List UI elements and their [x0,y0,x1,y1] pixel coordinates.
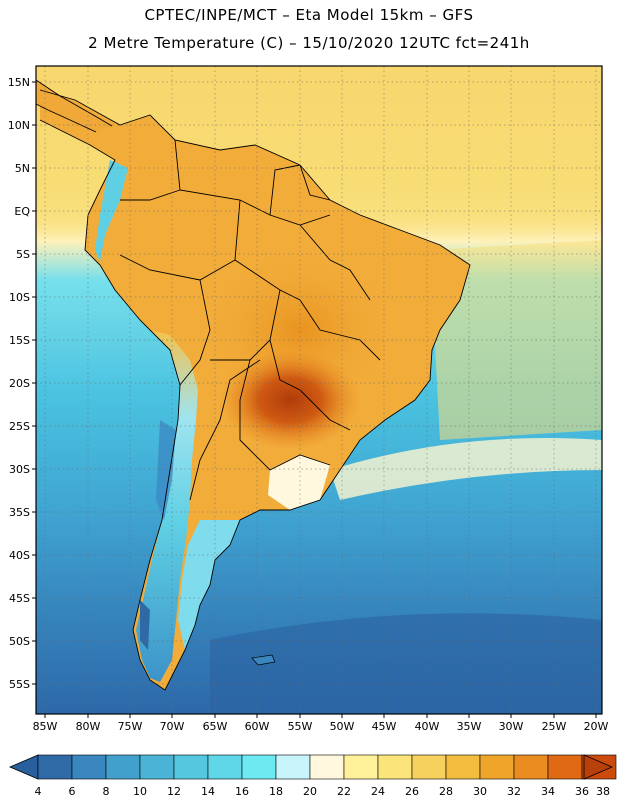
lon-label: 65W [203,720,228,733]
lat-label: 20S [9,377,30,390]
lon-ticks [44,714,597,718]
colorbar-cell [479,754,515,780]
colorbar-label: 30 [473,785,487,798]
colorbar-label: 14 [201,785,215,798]
lon-label: 20W [584,720,609,733]
colorbar-label: 18 [269,785,283,798]
colorbar-cell [37,754,73,780]
coastlines-and-borders [35,79,471,691]
colorbar-label: 4 [35,785,42,798]
colorbar-cell [173,754,209,780]
colorbar-label: 28 [439,785,453,798]
map-title-line-2: 2 Metre Temperature (C) – 15/10/2020 12U… [88,34,530,52]
colorbar-label: 12 [167,785,181,798]
colorbar-cell [105,754,141,780]
lon-label: 35W [457,720,482,733]
lat-label: EQ [14,205,30,218]
lon-label: 80W [76,720,101,733]
colorbar-label: 6 [69,785,76,798]
lat-label: 15N [8,76,30,89]
lon-label: 75W [118,720,143,733]
map-title-line-1: CPTEC/INPE/MCT – Eta Model 15km – GFS [144,6,474,24]
lat-label: 40S [9,549,30,562]
lon-label: 50W [330,720,355,733]
colorbar-cell [547,754,583,780]
colorbar-cell [241,754,277,780]
lon-label: 30W [499,720,524,733]
colorbar-label: 24 [371,785,385,798]
colorbar-cell [343,754,379,780]
colorbar-label: 10 [133,785,147,798]
colorbar-high-arrow [583,754,614,780]
lat-label: 25S [9,420,30,433]
lat-label: 5N [15,162,30,175]
colorbar-cell [275,754,311,780]
colorbar-cell [139,754,175,780]
lat-label: 10S [9,291,30,304]
colorbar-low-arrow [8,754,39,780]
colorbar-label: 22 [337,785,351,798]
lat-label: 30S [9,463,30,476]
lat-label: 55S [9,678,30,691]
colorbar-cell [513,754,549,780]
colorbar-cell [71,754,107,780]
colorbar-cell [377,754,413,780]
lat-label: 5S [16,248,30,261]
longitude-axis: 85W 80W 75W 70W 65W 60W 55W 50W 45W 40W … [33,714,609,733]
colorbar-cell [411,754,447,780]
lon-label: 85W [33,720,58,733]
colorbar-label: 34 [541,785,555,798]
lon-label: 40W [415,720,440,733]
plot-frame [35,65,603,715]
lon-label: 45W [372,720,397,733]
colorbar-cells [37,754,617,780]
colorbar-label: 36 [575,785,589,798]
lon-label: 60W [245,720,270,733]
colorbar-cell [309,754,345,780]
lat-label: 15S [9,334,30,347]
colorbar-label: 26 [405,785,419,798]
lat-label: 10N [8,119,30,132]
graticule [36,66,602,714]
colorbar-cell [207,754,243,780]
colorbar-label: 38 [596,785,610,798]
colorbar-label: 20 [303,785,317,798]
latitude-axis: 15N 10N 5N EQ 5S 10S 15S 20S 25S 30S 35S… [8,76,36,691]
lon-label: 55W [288,720,313,733]
lat-label: 45S [9,592,30,605]
colorbar-label: 8 [103,785,110,798]
lat-ticks [32,81,36,685]
lat-label: 50S [9,635,30,648]
lon-label: 70W [160,720,185,733]
temperature-field [36,66,602,714]
colorbar-label: 32 [507,785,521,798]
lon-label: 25W [542,720,567,733]
colorbar-cell [445,754,481,780]
lat-label: 35S [9,506,30,519]
colorbar-label: 16 [235,785,249,798]
colorbar: 4 6 8 10 12 14 16 18 20 22 24 26 28 30 3… [8,754,617,798]
